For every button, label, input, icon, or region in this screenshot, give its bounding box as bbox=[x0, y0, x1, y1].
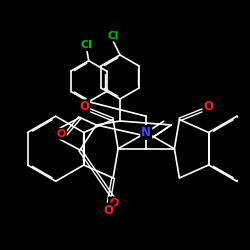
Text: N: N bbox=[141, 126, 151, 139]
Text: O: O bbox=[79, 100, 89, 113]
Text: O: O bbox=[203, 100, 213, 113]
Text: Cl: Cl bbox=[108, 31, 119, 41]
Text: Cl: Cl bbox=[81, 40, 93, 50]
Text: O: O bbox=[109, 198, 118, 207]
Text: O: O bbox=[103, 204, 113, 216]
Text: O: O bbox=[56, 129, 66, 139]
